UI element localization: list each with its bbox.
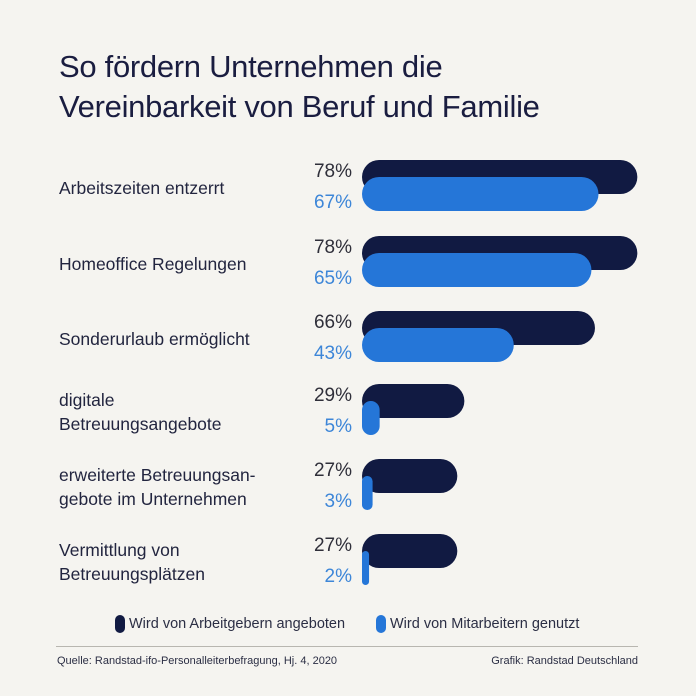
legend-label-offered: Wird von Arbeitgebern angeboten <box>129 616 346 632</box>
bar-offered <box>362 384 465 418</box>
graphic-credit: Grafik: Randstad Deutschland <box>491 655 638 667</box>
value-label-offered: 29% <box>313 385 352 406</box>
footer-divider <box>56 646 638 647</box>
category-label: Sonderurlaub ermöglicht <box>59 327 299 351</box>
chart-title: So fördern Unternehmen die Vereinbarkeit… <box>59 47 540 127</box>
category-label-line: Betreuungsplätzen <box>59 564 205 584</box>
category-label-line: Betreuungsangebote <box>59 414 222 434</box>
bar-offered <box>362 534 458 568</box>
legend-item-offered: Wird von Arbeitgebern angeboten <box>115 615 345 633</box>
value-label-used: 67% <box>313 192 352 213</box>
category-label-line: digitale <box>59 390 115 410</box>
value-label-used: 43% <box>313 343 352 364</box>
category-label: Arbeitszeiten entzerrt <box>59 176 299 200</box>
value-label-used: 3% <box>324 491 352 512</box>
category-label: Homeoffice Regelungen <box>59 252 299 276</box>
legend-item-used: Wird von Mitarbeitern genutzt <box>376 615 579 633</box>
bar-used <box>362 328 514 362</box>
legend-label-used: Wird von Mitarbeitern genutzt <box>390 616 580 632</box>
value-label-offered: 66% <box>313 312 352 333</box>
chart-title-line-2: Vereinbarkeit von Beruf und Familie <box>59 89 540 124</box>
category-label-line: Arbeitszeiten entzerrt <box>59 178 225 198</box>
category-label: digitale Betreuungsangebote <box>59 388 299 436</box>
bar-offered <box>362 459 458 493</box>
source-note: Quelle: Randstad-ifo-Personalleiterbefra… <box>57 655 338 667</box>
legend-swatch-used <box>376 615 386 633</box>
bar-used <box>362 551 370 585</box>
value-label-offered: 27% <box>313 535 352 556</box>
category-label-line: Vermittlung von <box>59 540 180 560</box>
value-label-offered: 78% <box>313 237 352 258</box>
bar-used <box>362 253 592 287</box>
value-label-offered: 27% <box>313 460 352 481</box>
category-label-line: Homeoffice Regelungen <box>59 254 247 274</box>
category-label: Vermittlung von Betreuungsplätzen <box>59 538 299 586</box>
bar-used <box>362 177 599 211</box>
chart-title-line-1: So fördern Unternehmen die <box>59 49 443 84</box>
value-label-offered: 78% <box>313 161 352 182</box>
category-label-line: gebote im Unternehmen <box>59 489 247 509</box>
category-label-line: Sonderurlaub ermöglicht <box>59 329 250 349</box>
value-label-used: 2% <box>324 566 352 587</box>
legend-swatch-offered <box>115 615 125 633</box>
value-label-used: 65% <box>313 268 352 289</box>
category-label-line: erweiterte Betreuungsan- <box>59 465 256 485</box>
bar-used <box>362 401 380 435</box>
value-label-used: 5% <box>324 416 352 437</box>
bar-used <box>362 476 373 510</box>
category-label: erweiterte Betreuungsan-gebote im Untern… <box>59 463 299 511</box>
